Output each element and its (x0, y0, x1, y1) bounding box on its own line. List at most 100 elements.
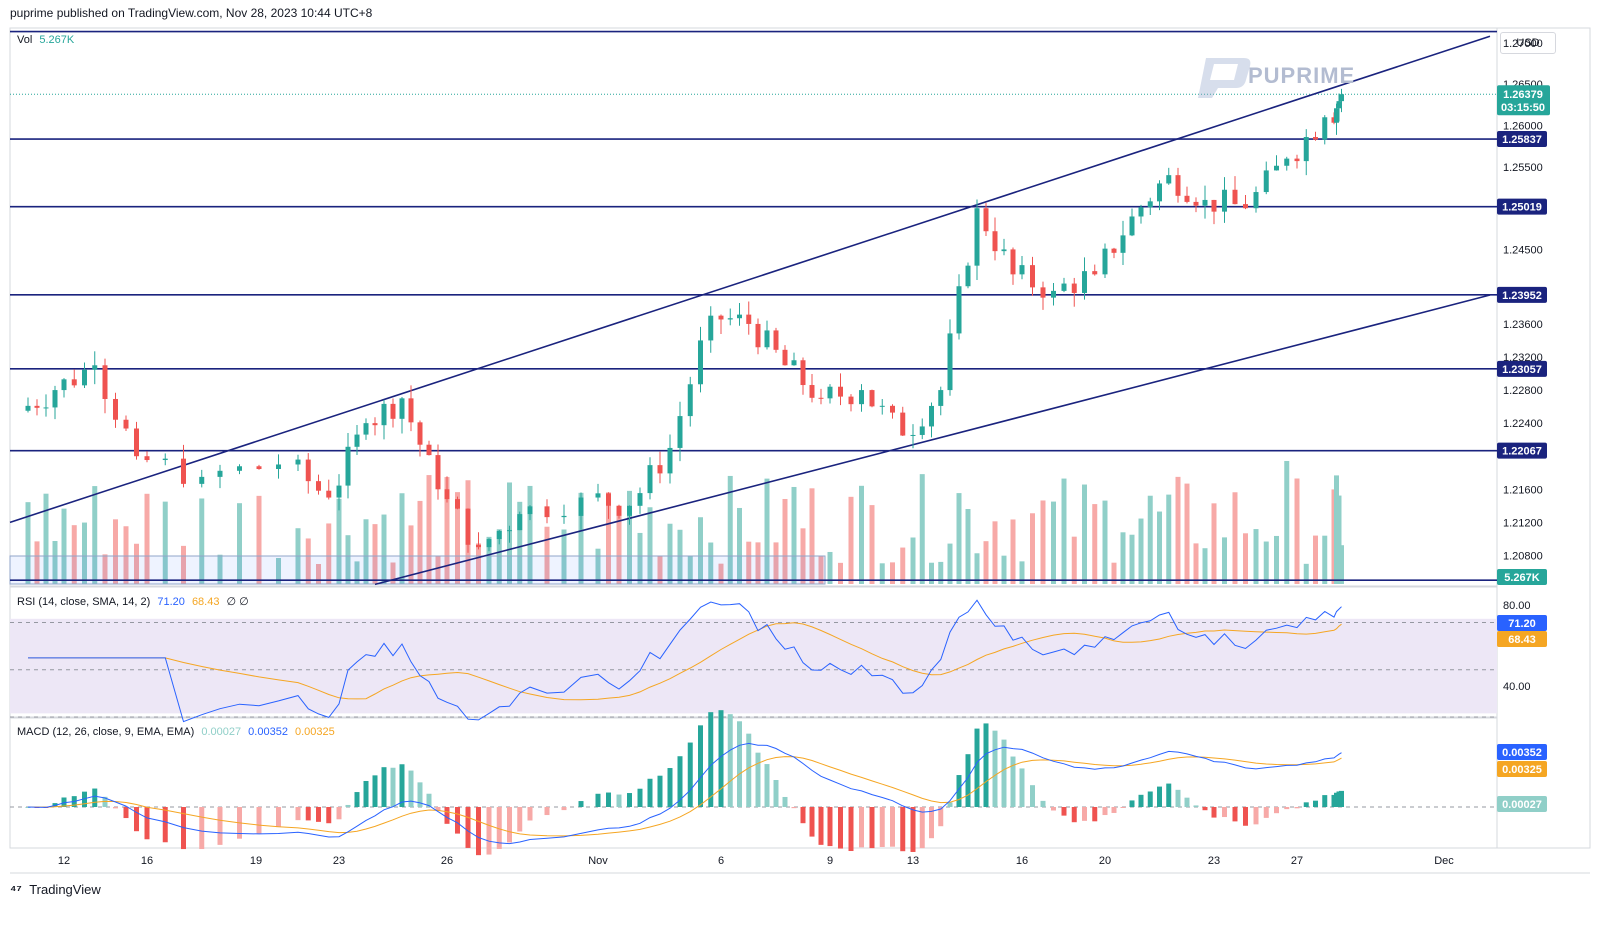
candle[interactable] (181, 444, 186, 488)
candle[interactable] (848, 394, 854, 412)
candle[interactable] (983, 202, 989, 236)
candle[interactable] (647, 457, 653, 500)
candle[interactable] (256, 464, 262, 470)
candle[interactable] (1334, 103, 1339, 135)
candle[interactable] (363, 418, 369, 440)
candle[interactable] (199, 469, 205, 488)
level-price-tag[interactable]: 1.25019 (1497, 198, 1547, 215)
candle[interactable] (444, 476, 450, 503)
candle[interactable] (399, 397, 405, 434)
rsi-legend[interactable]: RSI (14, close, SMA, 14, 2) 71.20 68.43 … (17, 595, 249, 608)
candle[interactable] (698, 326, 703, 393)
candle[interactable] (746, 301, 752, 335)
trendline[interactable] (374, 294, 1491, 586)
candle[interactable] (1071, 277, 1077, 307)
candle[interactable] (326, 479, 332, 500)
candle[interactable] (818, 388, 824, 405)
candle[interactable] (1040, 281, 1046, 310)
candle[interactable] (667, 434, 673, 484)
candle[interactable] (237, 464, 242, 475)
candle[interactable] (354, 425, 360, 456)
candle[interactable] (217, 464, 223, 489)
candle[interactable] (791, 352, 797, 366)
candle[interactable] (1253, 186, 1259, 213)
candle[interactable] (1138, 204, 1144, 224)
candle[interactable] (476, 532, 481, 550)
candle[interactable] (974, 199, 980, 281)
price-axis[interactable] (1496, 27, 1591, 849)
candle[interactable] (496, 529, 502, 545)
candle[interactable] (517, 511, 523, 531)
candle[interactable] (1019, 256, 1025, 280)
candle[interactable] (61, 378, 67, 398)
candle[interactable] (965, 262, 971, 289)
candle[interactable] (657, 451, 663, 484)
candle[interactable] (1010, 247, 1016, 285)
candle[interactable] (1294, 154, 1300, 169)
candle[interactable] (276, 454, 281, 479)
candle[interactable] (1313, 131, 1318, 141)
candle[interactable] (1030, 256, 1035, 296)
candle[interactable] (1211, 199, 1217, 225)
candle[interactable] (1184, 186, 1190, 204)
rsi-value-tag[interactable]: 71.20 (1497, 615, 1547, 631)
candle[interactable] (113, 392, 118, 428)
macd-value-tag[interactable]: 0.00352 (1497, 744, 1547, 760)
candle[interactable] (838, 373, 843, 406)
candle[interactable] (1051, 283, 1056, 306)
candle[interactable] (910, 424, 916, 449)
candle[interactable] (1147, 197, 1153, 215)
candle[interactable] (455, 496, 460, 510)
candle[interactable] (595, 483, 601, 502)
candle[interactable] (677, 401, 683, 462)
candle[interactable] (1193, 197, 1199, 213)
candle[interactable] (544, 499, 550, 524)
candle[interactable] (1001, 238, 1007, 256)
candle[interactable] (737, 302, 742, 326)
candle[interactable] (782, 345, 788, 366)
candle[interactable] (486, 538, 492, 552)
level-price-tag[interactable]: 1.23952 (1497, 286, 1547, 303)
candle[interactable] (800, 357, 806, 395)
candle[interactable] (1339, 88, 1344, 113)
candle[interactable] (606, 492, 611, 519)
candle[interactable] (764, 320, 770, 350)
candle[interactable] (1082, 257, 1087, 300)
histogram-value-tag[interactable]: 0.00027 (1497, 796, 1547, 812)
candle[interactable] (381, 399, 387, 440)
candle[interactable] (295, 454, 301, 472)
candle[interactable] (345, 433, 351, 499)
candle[interactable] (1232, 176, 1238, 205)
candle[interactable] (773, 327, 779, 353)
volume-tag[interactable]: 5.267K (1497, 569, 1547, 585)
candle[interactable] (43, 394, 49, 417)
level-price-tag[interactable]: 1.22067 (1497, 442, 1547, 459)
candle[interactable] (92, 351, 98, 385)
level-price-tag[interactable]: 1.25837 (1497, 131, 1547, 148)
candle[interactable] (718, 314, 724, 334)
candle[interactable] (417, 420, 423, 457)
candle[interactable] (1157, 180, 1162, 211)
candle[interactable] (1061, 277, 1067, 293)
candle[interactable] (162, 453, 168, 466)
candle[interactable] (71, 369, 77, 388)
candle[interactable] (755, 318, 761, 355)
signal-value-tag[interactable]: 0.00325 (1497, 761, 1547, 777)
candle[interactable] (919, 418, 925, 440)
candle[interactable] (426, 440, 432, 456)
candle[interactable] (435, 444, 441, 500)
candle[interactable] (82, 362, 87, 388)
candle[interactable] (687, 376, 693, 427)
candle[interactable] (827, 384, 833, 404)
candle[interactable] (1303, 129, 1309, 176)
candle[interactable] (869, 389, 875, 408)
candle[interactable] (956, 274, 962, 340)
candle[interactable] (316, 474, 321, 495)
candle[interactable] (34, 399, 40, 416)
trendline[interactable] (9, 35, 1491, 524)
candle[interactable] (929, 402, 934, 438)
candle[interactable] (938, 386, 944, 416)
candle[interactable] (144, 451, 150, 463)
candle[interactable] (627, 505, 632, 525)
